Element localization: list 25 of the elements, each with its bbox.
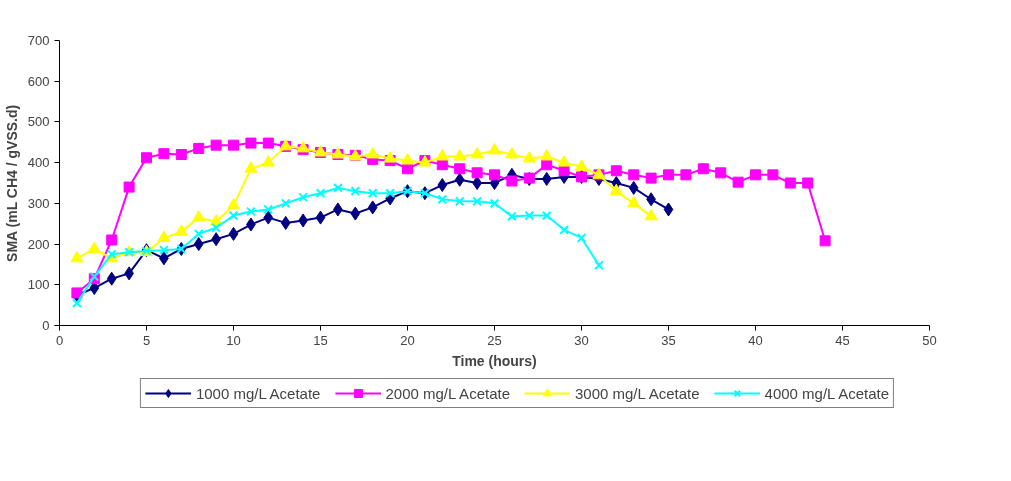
y-tick-label: 0 [42,318,50,333]
x-tick-label: 5 [142,332,151,348]
y-tick-label: 500 [27,114,50,130]
y-tick-label: 100 [27,277,50,293]
x-tick-label: 0 [55,332,64,348]
x-tick-label: 35 [661,332,676,348]
y-tick-label: 700 [27,33,50,48]
y-tick-label: 600 [27,73,50,89]
x-tick-label: 20 [400,332,415,348]
x-tick-label: 50 [922,332,937,348]
legend-label: 1000 mg/L Acetate [195,384,321,402]
x-tick-label: 10 [226,332,241,348]
y-axis-title: SMA (mL CH4 / gVSS.d) [3,104,20,262]
x-tick-label: 25 [487,332,502,348]
x-tick-label: 30 [574,332,589,348]
y-tick-label: 200 [27,236,50,252]
x-axis-title: Time (hours) [452,352,537,369]
x-tick-label: 40 [748,332,763,348]
x-tick-label: 45 [835,332,850,348]
y-tick-label: 400 [27,155,50,171]
x-tick-label: 15 [313,332,328,348]
legend-label: 3000 mg/L Acetate [575,384,700,402]
y-tick-label: 300 [27,195,50,211]
legend-label: 2000 mg/L Acetate [385,384,510,402]
legend-label: 4000 mg/L Acetate [764,384,890,402]
